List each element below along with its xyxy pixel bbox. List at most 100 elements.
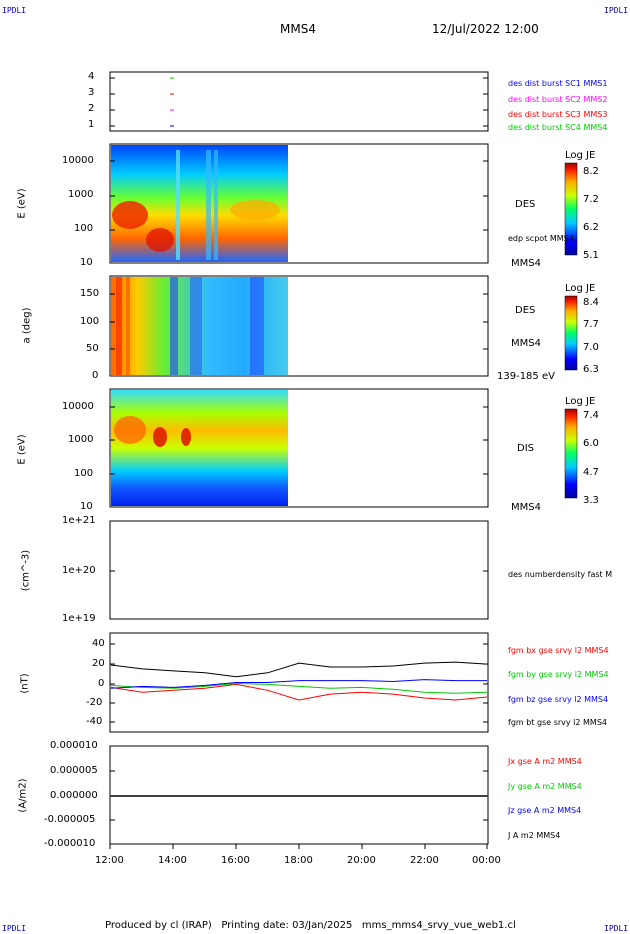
des-energy-ytick: 10 bbox=[80, 257, 93, 268]
fgm-series-line bbox=[110, 683, 488, 701]
time-tick: 18:00 bbox=[284, 855, 313, 866]
dis-energy-hot-region bbox=[153, 427, 167, 447]
des-pitch-hot-stripe bbox=[116, 277, 122, 375]
dis-energy-ylabel: E (eV) bbox=[16, 434, 28, 465]
des-energy-name: DES bbox=[515, 199, 536, 210]
des-energy-hot-region bbox=[112, 201, 148, 229]
des-energy-ytick: 1000 bbox=[68, 189, 94, 200]
dis-energy-cbar-tick: 3.3 bbox=[583, 495, 599, 506]
dis-energy-cbar-tick: 6.0 bbox=[583, 438, 599, 449]
fgm-ytick: -40 bbox=[86, 716, 103, 727]
corner-label-br: IPDLI bbox=[604, 924, 629, 933]
des-pitch-cold-stripe bbox=[170, 277, 178, 375]
burst-legend-sc4: des dist burst SC4 MMS4 bbox=[508, 123, 608, 132]
des-energy-stripe bbox=[176, 150, 180, 260]
corner-label-tr: IPDLI bbox=[604, 6, 629, 15]
des-energy-cbar-tick: 6.2 bbox=[583, 222, 599, 233]
density-ytick: 1e+21 bbox=[62, 515, 96, 526]
time-tick: 20:00 bbox=[347, 855, 376, 866]
des-pitch-name: DES bbox=[515, 305, 536, 316]
fgm-series-line bbox=[110, 679, 487, 689]
fgm-legend-bt: fgm bt gse srvy l2 MMS4 bbox=[508, 718, 607, 727]
fgm-legend-by: fgm by gse srvy l2 MMS4 bbox=[508, 670, 609, 679]
burst-panel-frame bbox=[109, 71, 489, 132]
burst-legend-sc3: des dist burst SC3 MMS3 bbox=[508, 110, 608, 119]
des-pitch-panel-border bbox=[109, 275, 489, 377]
fgm-ytick: 20 bbox=[92, 658, 105, 669]
des-pitch-colorbar bbox=[564, 295, 578, 371]
des-energy-warm-region bbox=[230, 200, 280, 220]
des-energy-colorbar bbox=[564, 162, 578, 256]
burst-ytick: 2 bbox=[88, 103, 95, 114]
current-legend-jy: Jy gse A m2 MMS4 bbox=[508, 782, 582, 791]
des-pitch-range: 139-185 eV bbox=[497, 371, 555, 382]
dis-energy-panel-border bbox=[109, 388, 489, 508]
des-pitch-cbar-tick: 8.4 bbox=[583, 297, 599, 308]
footer-credit: Produced by cl (IRAP) Printing date: 03/… bbox=[105, 920, 516, 931]
fgm-ytick: 0 bbox=[98, 678, 105, 689]
panel-tick-marks bbox=[109, 77, 488, 849]
current-ytick: 0.000000 bbox=[50, 790, 98, 801]
des-energy-hot-region bbox=[146, 228, 174, 252]
des-pitch-ytick: 150 bbox=[80, 288, 100, 299]
des-energy-ylabel: E (eV) bbox=[16, 188, 28, 219]
corner-label-bl: IPDLI bbox=[2, 924, 27, 933]
fgm-ytick: -20 bbox=[86, 697, 103, 708]
dis-energy-spectrogram bbox=[111, 390, 288, 506]
des-pitch-hot-stripe bbox=[126, 277, 130, 375]
des-energy-ytick: 10000 bbox=[62, 155, 94, 166]
current-ytick: 0.000010 bbox=[50, 740, 98, 751]
time-tick: 22:00 bbox=[410, 855, 439, 866]
fgm-ytick: 40 bbox=[92, 638, 105, 649]
dis-energy-name: DIS bbox=[517, 443, 534, 454]
dis-energy-ytick: 10 bbox=[80, 501, 93, 512]
burst-legend-sc2: des dist burst SC2 MMS2 bbox=[508, 95, 608, 104]
des-energy-cbar-tick: 8.2 bbox=[583, 166, 599, 177]
density-ytick: 1e+19 bbox=[62, 613, 96, 624]
density-legend: des numberdensity fast M bbox=[508, 570, 613, 579]
density-panel-frame bbox=[109, 520, 489, 620]
fgm-series-line bbox=[110, 682, 488, 694]
des-energy-ytick: 100 bbox=[74, 223, 94, 234]
dis-energy-cbar-tick: 7.4 bbox=[583, 410, 599, 421]
dis-energy-cbar-title: Log JE bbox=[565, 396, 596, 407]
time-tick: 12:00 bbox=[95, 855, 124, 866]
time-tick: 14:00 bbox=[158, 855, 187, 866]
des-pitch-ytick: 50 bbox=[86, 343, 99, 354]
dis-energy-colorbar bbox=[564, 408, 578, 499]
burst-ytick: 1 bbox=[88, 119, 95, 130]
fgm-panel-frame bbox=[109, 632, 489, 733]
fgm-legend-bz: fgm bz gse srvy l2 MMS4 bbox=[508, 695, 609, 704]
des-pitch-ytick: 0 bbox=[92, 370, 99, 381]
des-energy-cbar-tick: 5.1 bbox=[583, 250, 599, 261]
time-tick: 16:00 bbox=[221, 855, 250, 866]
fgm-ylabel: (nT) bbox=[19, 673, 31, 694]
des-pitch-cold-stripe bbox=[250, 277, 264, 375]
current-ylabel: (A/m2) bbox=[17, 778, 29, 813]
current-ytick: 0.000005 bbox=[50, 765, 98, 776]
des-energy-note: edp scpot MMS4 bbox=[508, 234, 574, 243]
spacecraft-title: MMS4 bbox=[280, 22, 316, 36]
corner-label-tl: IPDLI bbox=[2, 6, 27, 15]
des-pitch-cbar-title: Log JE bbox=[565, 283, 596, 294]
des-energy-panel-border bbox=[109, 143, 489, 264]
des-pitch-ytick: 100 bbox=[80, 316, 100, 327]
des-pitch-sc: MMS4 bbox=[511, 338, 541, 349]
current-legend-jx: Jx gse A m2 MMS4 bbox=[508, 757, 582, 766]
burst-ytick: 4 bbox=[88, 71, 95, 82]
des-energy-cbar-title: Log JE bbox=[565, 150, 596, 161]
current-legend-j: J A m2 MMS4 bbox=[508, 831, 561, 840]
current-panel-frame bbox=[109, 745, 489, 845]
density-ylabel: (cm^-3) bbox=[20, 549, 32, 592]
des-energy-stripe bbox=[214, 150, 218, 260]
dis-energy-ytick: 1000 bbox=[68, 434, 94, 445]
des-energy-cbar-tick: 7.2 bbox=[583, 194, 599, 205]
dis-energy-ytick: 10000 bbox=[62, 401, 94, 412]
current-legend-jz: Jz gse A m2 MMS4 bbox=[508, 806, 582, 815]
fgm-lines-group bbox=[110, 661, 488, 701]
density-ytick: 1e+20 bbox=[62, 565, 96, 576]
burst-ytick: 3 bbox=[88, 87, 95, 98]
des-pitch-cbar-tick: 7.0 bbox=[583, 342, 599, 353]
dis-energy-hot-region bbox=[114, 416, 146, 444]
